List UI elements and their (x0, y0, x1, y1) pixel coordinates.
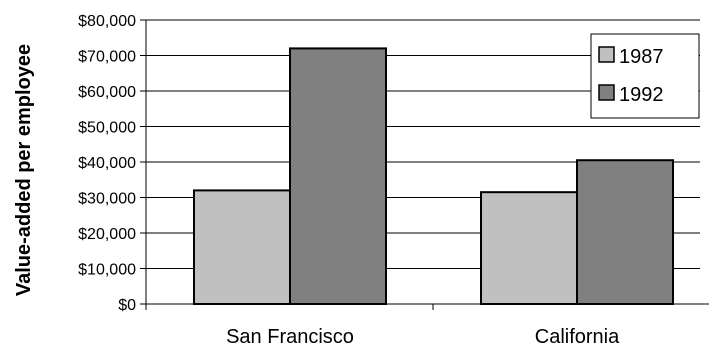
y-axis-ticks: $0 $10,000 $20,000 $30,000 $40,000 $50,000 $60… (78, 13, 146, 314)
y-tick-label: $10,000 (78, 262, 136, 279)
legend: 1987 1992 (590, 33, 700, 119)
y-tick-label: $80,000 (78, 13, 136, 30)
y-tick-label: $0 (118, 297, 136, 314)
y-tick-label: $60,000 (78, 84, 136, 101)
y-tick-label: $30,000 (78, 191, 136, 208)
bars (193, 47, 674, 306)
x-category-label: San Francisco (226, 326, 354, 348)
y-tick-label: $20,000 (78, 226, 136, 243)
axes (145, 20, 709, 310)
bar-1987-california (480, 191, 578, 305)
legend-swatch (598, 84, 615, 101)
x-axis-labels: San Francisco California (226, 326, 620, 348)
legend-swatch (598, 46, 615, 63)
bar-1987-san-francisco (193, 189, 291, 305)
bar-1992-california (576, 159, 674, 305)
y-tick-label: $50,000 (78, 120, 136, 137)
x-category-label: California (535, 326, 620, 348)
legend-label: 1992 (619, 84, 664, 106)
bar-1992-san-francisco (289, 47, 387, 306)
y-tick-label: $40,000 (78, 155, 136, 172)
y-axis-label: Value-added per employee (13, 44, 35, 296)
legend-label: 1987 (619, 46, 664, 68)
y-tick-label: $70,000 (78, 49, 136, 66)
